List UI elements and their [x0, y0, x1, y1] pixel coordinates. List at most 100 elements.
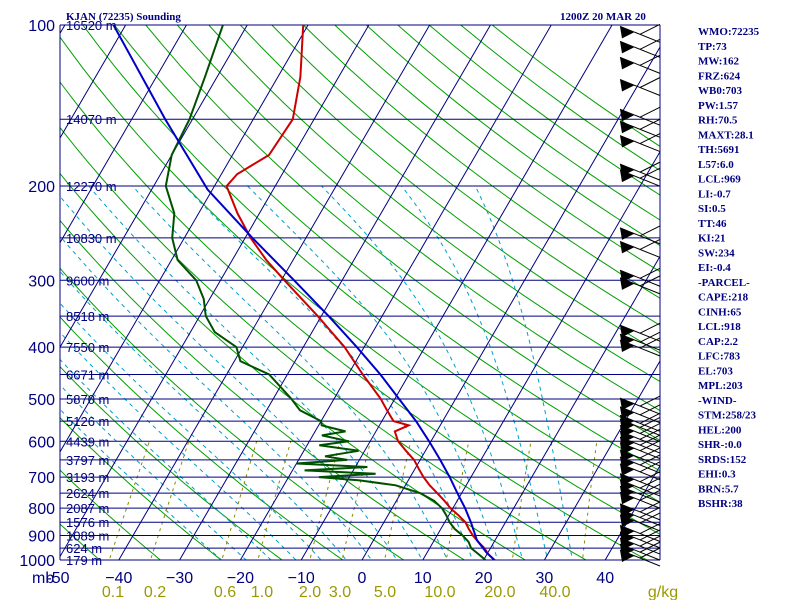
index-value: EL:703 — [698, 365, 733, 377]
moist-adiabat-line — [60, 302, 322, 560]
wind-barb-feather — [639, 161, 661, 173]
mixing-ratio-line — [384, 441, 412, 560]
wind-barb-feather — [639, 54, 661, 66]
index-value: WMO:72235 — [698, 26, 760, 38]
pressure-tick-label: 700 — [28, 470, 55, 487]
mixing-ratio-line — [445, 441, 470, 560]
dry-adiabat-line — [113, 25, 660, 472]
index-value: SI:0.5 — [698, 203, 726, 215]
moist-adiabat-line — [60, 270, 347, 560]
pressure-tick-label: 1000 — [19, 553, 55, 570]
wind-barb-flag — [620, 241, 634, 254]
wind-barb-flag — [620, 514, 634, 527]
height-label: 5870 m — [66, 392, 109, 407]
height-label: 624 m — [66, 541, 102, 556]
index-value: CAP:2.2 — [698, 336, 739, 348]
wind-barb-flag — [620, 227, 634, 240]
height-label: 5126 m — [66, 414, 109, 429]
sounding-profiles — [112, 25, 497, 560]
isotherm-line — [604, 464, 660, 560]
station-title: KJAN (72235) Sounding — [66, 11, 181, 23]
mixing-ratio-label: 5.0 — [374, 584, 396, 600]
isotherm-line — [60, 25, 309, 453]
wind-barb-feather — [639, 422, 661, 434]
dry-adiabat-line — [60, 81, 648, 560]
isotherm-line — [60, 25, 187, 244]
wind-barb-flag — [620, 463, 634, 476]
index-value: MPL:203 — [698, 380, 743, 392]
dry-adiabat-line — [60, 267, 405, 560]
wind-barb — [619, 133, 661, 153]
height-label: 9600 m — [66, 273, 109, 288]
dry-adiabat-line — [60, 126, 588, 560]
pressure-tick-label: 200 — [28, 179, 55, 196]
wind-barb-feather — [639, 477, 661, 489]
dry-adiabat-line — [82, 25, 660, 503]
wind-barb-feather — [639, 428, 661, 440]
wind-barb-feather — [639, 412, 661, 424]
wind-barb-feather — [639, 547, 661, 559]
dry-adiabat-line — [60, 36, 660, 535]
wind-barb — [619, 238, 661, 258]
wind-barb-flag — [620, 492, 634, 505]
temperature-tick-label: 0 — [358, 570, 367, 587]
mixing-ratio-line — [582, 441, 598, 560]
wind-barb — [619, 404, 661, 424]
index-value: SRDS:152 — [698, 454, 747, 466]
isotherm-line — [239, 25, 552, 560]
dry-adiabat-line — [60, 316, 344, 560]
wind-barb-feather — [639, 395, 661, 407]
dewpoint-profile-line — [164, 25, 487, 560]
index-value: TT:46 — [698, 218, 727, 230]
wind-barb-feather — [639, 225, 661, 237]
mixing-ratio-line — [257, 441, 292, 560]
wind-barb-feather — [639, 322, 661, 334]
mixing-ratio-label: 2.0 — [299, 584, 321, 600]
wind-barb-feather — [639, 535, 661, 547]
wind-barb-feather — [639, 483, 661, 495]
wind-barb-flag — [620, 41, 634, 54]
wind-barb — [619, 461, 661, 481]
dry-adiabat-line — [176, 25, 660, 412]
mixing-ratio-line — [511, 441, 532, 560]
isotherm-line — [60, 25, 248, 349]
index-value: MAXT:28.1 — [698, 129, 754, 141]
wind-barb-feather — [639, 523, 661, 534]
wind-barb-flag — [620, 121, 634, 134]
height-label: 6671 m — [66, 367, 109, 382]
wind-barb-feather — [639, 38, 661, 50]
pressure-tick-label: 600 — [28, 434, 55, 451]
dry-adiabat-line — [60, 417, 223, 560]
wind-barb-feather — [639, 507, 661, 518]
isotherm-line — [0, 25, 4, 571]
wind-barb-flag — [620, 398, 634, 411]
height-label: 1089 m — [66, 529, 109, 544]
wind-barb-feather — [639, 275, 661, 287]
index-value: -PARCEL- — [698, 277, 750, 289]
wind-barb — [619, 23, 661, 43]
wind-barb-feather — [639, 337, 661, 349]
moist-adiabat-line — [60, 358, 272, 560]
index-value: KI:21 — [698, 233, 726, 245]
pressure-tick-label: 500 — [28, 392, 55, 409]
wind-barb-flag — [620, 57, 634, 70]
index-value: CAPE:218 — [698, 292, 749, 304]
index-value: LCL:918 — [698, 321, 741, 333]
height-label: 14070 m — [66, 112, 117, 127]
moist-adiabat-line — [60, 235, 373, 560]
height-label: 8518 m — [66, 309, 109, 324]
height-label: 4439 m — [66, 434, 109, 449]
wind-barb-feather — [639, 529, 661, 541]
pressure-tick-label: 400 — [28, 340, 55, 357]
isotherm-line — [60, 25, 127, 139]
wind-barb-flag — [620, 550, 634, 562]
wind-barb-feather — [639, 331, 661, 343]
temperature-tick-label: −40 — [105, 570, 132, 587]
wind-barb-flag — [620, 170, 634, 183]
mixing-ratio-line — [341, 441, 371, 560]
index-value: SW:234 — [698, 247, 735, 259]
wind-barb-feather — [639, 489, 661, 501]
dry-adiabat-line — [60, 523, 101, 560]
wind-barb-flag — [620, 26, 634, 39]
